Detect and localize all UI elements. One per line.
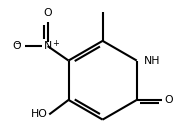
Text: O: O bbox=[165, 95, 173, 105]
Text: O: O bbox=[43, 8, 52, 18]
Text: NH: NH bbox=[144, 56, 160, 66]
Text: N: N bbox=[43, 41, 52, 51]
Text: O: O bbox=[12, 41, 21, 51]
Text: HO: HO bbox=[30, 109, 47, 119]
Text: −: − bbox=[14, 39, 21, 48]
Text: +: + bbox=[52, 39, 59, 48]
